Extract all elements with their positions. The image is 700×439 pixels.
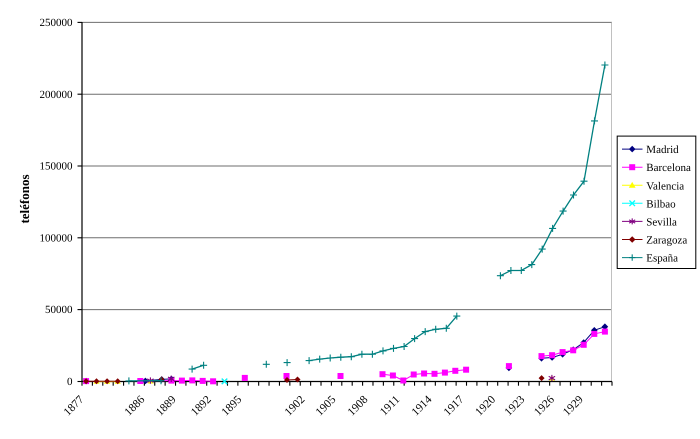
svg-text:teléfonos: teléfonos — [17, 174, 32, 223]
svg-text:España: España — [646, 253, 678, 265]
svg-text:0: 0 — [67, 376, 73, 388]
svg-text:Barcelona: Barcelona — [646, 162, 691, 174]
svg-text:100000: 100000 — [40, 232, 74, 244]
svg-text:250000: 250000 — [40, 17, 74, 29]
svg-text:Zaragoza: Zaragoza — [646, 235, 687, 247]
svg-text:Valencia: Valencia — [646, 180, 684, 192]
svg-text:Bilbao: Bilbao — [646, 198, 676, 210]
svg-text:Madrid: Madrid — [646, 144, 679, 156]
svg-text:50000: 50000 — [45, 304, 73, 316]
svg-text:Sevilla: Sevilla — [646, 216, 677, 228]
svg-text:200000: 200000 — [40, 89, 74, 101]
svg-text:150000: 150000 — [40, 161, 74, 173]
